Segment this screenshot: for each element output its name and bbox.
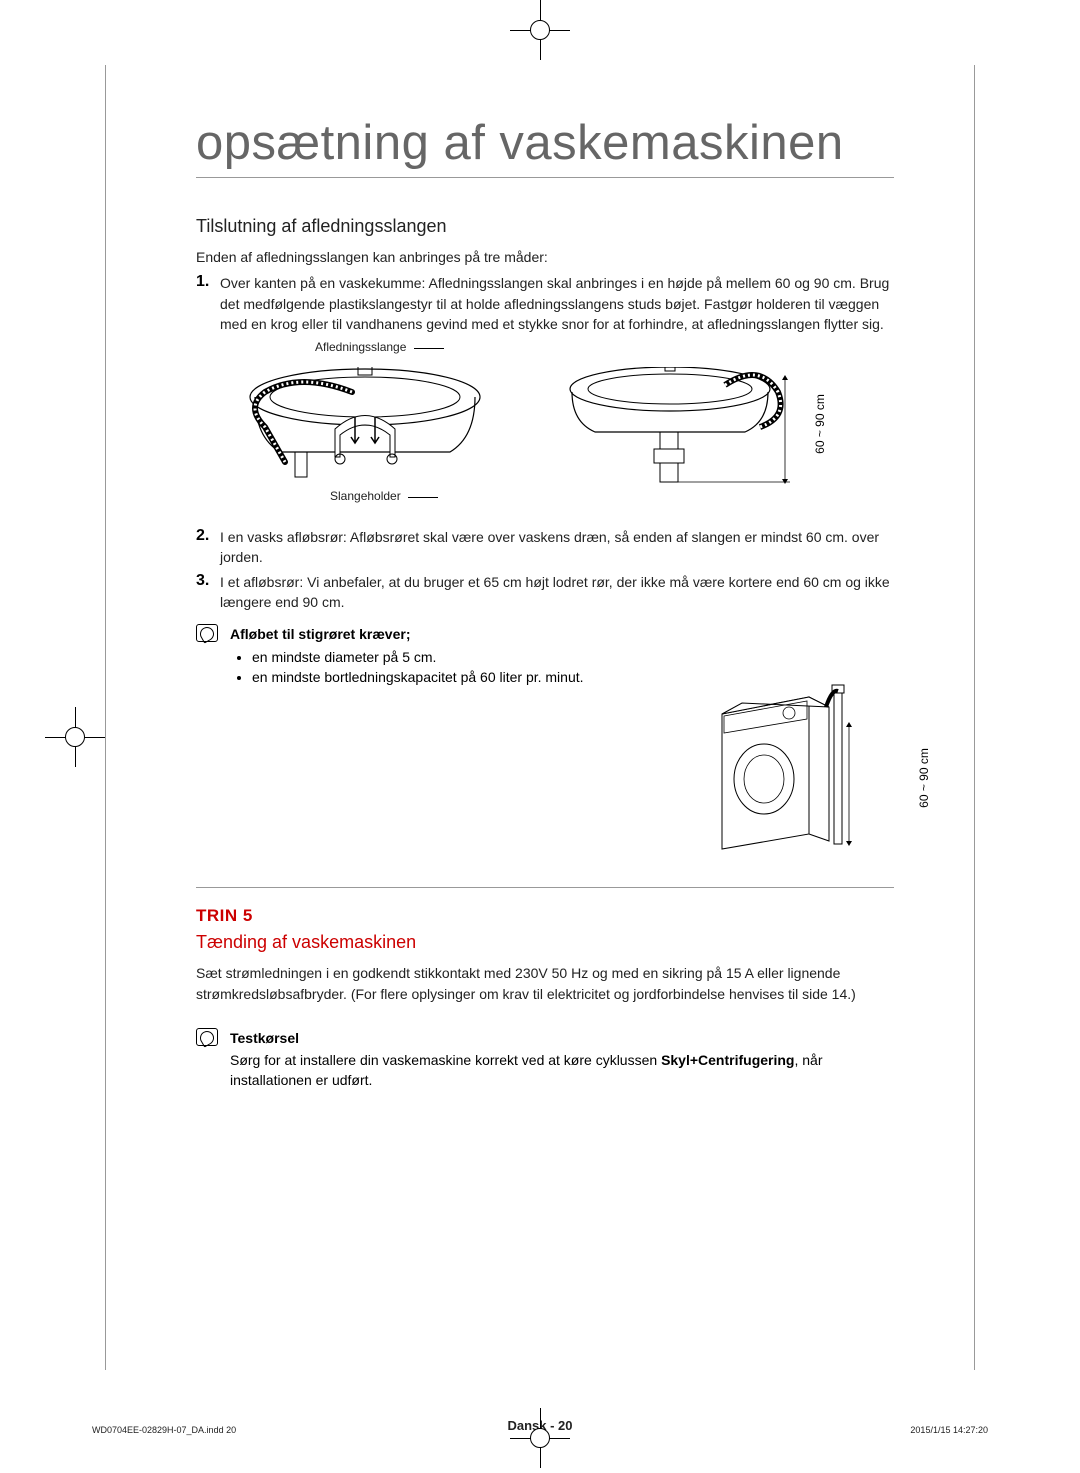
note-icon <box>196 1028 218 1046</box>
sink-diagram-left <box>240 367 490 487</box>
step-body: Sæt strømledningen i en godkendt stikkon… <box>196 963 894 1004</box>
figure-washer: 60 ~ 90 cm <box>220 699 894 869</box>
footer-timestamp: 2015/1/15 14:27:20 <box>910 1425 988 1435</box>
section-title: Tilslutning af afledningsslangen <box>196 216 894 237</box>
footer-file: WD0704EE-02829H-07_DA.indd 20 <box>92 1425 236 1435</box>
item-body: Vi anbefaler, at du bruger et 65 cm højt… <box>220 574 890 610</box>
section-intro: Enden af afledningsslangen kan anbringes… <box>196 247 894 267</box>
list-item: 3. I et afløbsrør: Vi anbefaler, at du b… <box>196 572 894 613</box>
note-body-bold: Skyl+Centrifugering <box>661 1052 794 1068</box>
item-leader: I et afløbsrør: <box>220 574 303 590</box>
divider <box>196 887 894 888</box>
fig-label-holder: Slangeholder <box>330 489 401 503</box>
page-title: opsætning af vaskemaskinen <box>196 115 894 178</box>
note-block: Afløbet til stigrøret kræver; en mindste… <box>196 624 894 687</box>
sink-diagram-right <box>560 367 790 487</box>
note-title: Testkørsel <box>230 1028 894 1048</box>
fig2-dimension: 60 ~ 90 cm <box>917 748 931 808</box>
item-leader: I en vasks afløbsrør: <box>220 529 347 545</box>
fig-label-hose: Afledningsslange <box>315 340 406 354</box>
note-title: Afløbet til stigrøret kræver; <box>230 624 894 644</box>
item-number: 1. <box>196 273 220 334</box>
figure-sink-diagrams: Afledningsslange <box>220 342 894 507</box>
note-bullet: en mindste diameter på 5 cm. <box>252 647 894 667</box>
item-number: 2. <box>196 527 220 568</box>
step-title: Tænding af vaskemaskinen <box>196 932 894 953</box>
note-block: Testkørsel Sørg for at installere din va… <box>196 1028 894 1091</box>
item-leader: Over kanten på en vaskekumme: <box>220 275 425 291</box>
note-icon <box>196 624 218 642</box>
fig-dimension: 60 ~ 90 cm <box>813 394 827 454</box>
washer-diagram <box>714 679 854 854</box>
note-body-pre: Sørg for at installere din vaskemaskine … <box>230 1052 661 1068</box>
list-item: 1. Over kanten på en vaskekumme: Afledni… <box>196 273 894 334</box>
step-heading: TRIN 5 <box>196 906 894 926</box>
item-number: 3. <box>196 572 220 613</box>
list-item: 2. I en vasks afløbsrør: Afløbsrøret ska… <box>196 527 894 568</box>
